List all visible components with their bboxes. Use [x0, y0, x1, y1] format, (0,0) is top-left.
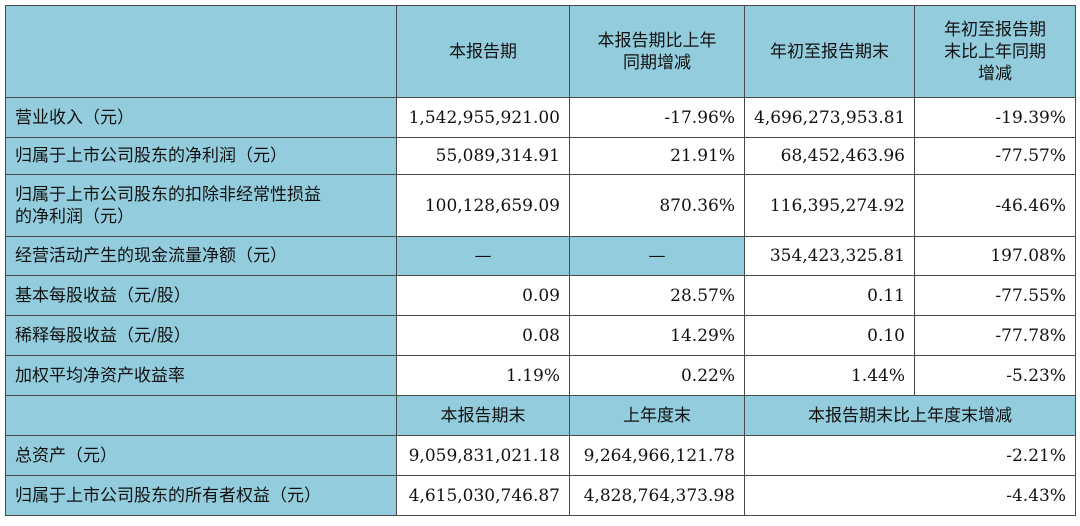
cell-value: 0.08 [396, 315, 570, 356]
subheader-period-end: 本报告期末 [396, 395, 570, 436]
financial-summary-table: 本报告期 本报告期比上年 同期增减 年初至报告期末 年初至报告期 末比上年同期 … [5, 5, 1076, 516]
header-corner-cell [5, 5, 397, 98]
cell-value: -5.23% [914, 355, 1076, 396]
cell-value: 0.10 [744, 315, 915, 356]
table-row: 经营活动产生的现金流量净额（元） — — 354,423,325.81 197.… [5, 236, 1076, 276]
table-row: 营业收入（元） 1,542,955,921.00 -17.96% 4,696,2… [5, 97, 1076, 138]
row-label: 经营活动产生的现金流量净额（元） [5, 236, 397, 276]
table-row: 总资产（元） 9,059,831,021.18 9,264,966,121.78… [5, 435, 1076, 476]
cell-value: 116,395,274.92 [744, 174, 915, 237]
cell-value: 68,452,463.96 [744, 137, 915, 175]
table-row: 加权平均净资产收益率 1.19% 0.22% 1.44% -5.23% [5, 355, 1076, 396]
cell-value: 0.22% [569, 355, 745, 396]
table-row: 归属于上市公司股东的扣除非经常性损益 的净利润（元） 100,128,659.0… [5, 174, 1076, 237]
cell-value: -17.96% [569, 97, 745, 138]
header-ytd-yoy: 年初至报告期 末比上年同期 增减 [914, 5, 1076, 98]
row-label: 总资产（元） [5, 435, 397, 476]
cell-value-dash: — [396, 236, 570, 276]
row-label: 归属于上市公司股东的扣除非经常性损益 的净利润（元） [5, 174, 397, 237]
cell-value: 28.57% [569, 275, 745, 316]
row-label: 营业收入（元） [5, 97, 397, 138]
cell-value: 1.44% [744, 355, 915, 396]
table-row: 稀释每股收益（元/股） 0.08 14.29% 0.10 -77.78% [5, 315, 1076, 356]
cell-value: 100,128,659.09 [396, 174, 570, 237]
cell-value: 1,542,955,921.00 [396, 97, 570, 138]
cell-value: 0.11 [744, 275, 915, 316]
table-row: 归属于上市公司股东的所有者权益（元） 4,615,030,746.87 4,82… [5, 475, 1076, 516]
cell-value: -77.78% [914, 315, 1076, 356]
cell-value: 4,615,030,746.87 [396, 475, 570, 516]
cell-value-dash: — [569, 236, 745, 276]
cell-value: 1.19% [396, 355, 570, 396]
row-label: 稀释每股收益（元/股） [5, 315, 397, 356]
cell-value: 0.09 [396, 275, 570, 316]
cell-value: -19.39% [914, 97, 1076, 138]
subheader-change: 本报告期末比上年度末增减 [744, 395, 1076, 436]
cell-value: -46.46% [914, 174, 1076, 237]
cell-value: -4.43% [744, 475, 1076, 516]
header-current-period-yoy: 本报告期比上年 同期增减 [569, 5, 745, 98]
row-label: 加权平均净资产收益率 [5, 355, 397, 396]
subheader-corner-cell [5, 395, 397, 436]
subheader-prior-year-end: 上年度末 [569, 395, 745, 436]
header-current-period: 本报告期 [396, 5, 570, 98]
cell-value: 14.29% [569, 315, 745, 356]
cell-value: 9,059,831,021.18 [396, 435, 570, 476]
cell-value: 197.08% [914, 236, 1076, 276]
cell-value: 4,828,764,373.98 [569, 475, 745, 516]
table-row: 基本每股收益（元/股） 0.09 28.57% 0.11 -77.55% [5, 275, 1076, 316]
cell-value: 870.36% [569, 174, 745, 237]
cell-value: 55,089,314.91 [396, 137, 570, 175]
table-row: 归属于上市公司股东的净利润（元） 55,089,314.91 21.91% 68… [5, 137, 1076, 175]
cell-value: 354,423,325.81 [744, 236, 915, 276]
cell-value: -77.57% [914, 137, 1076, 175]
table-subheader-row: 本报告期末 上年度末 本报告期末比上年度末增减 [5, 395, 1076, 436]
cell-value: 21.91% [569, 137, 745, 175]
cell-value: -77.55% [914, 275, 1076, 316]
row-label: 基本每股收益（元/股） [5, 275, 397, 316]
table-header-row: 本报告期 本报告期比上年 同期增减 年初至报告期末 年初至报告期 末比上年同期 … [5, 5, 1076, 98]
row-label: 归属于上市公司股东的净利润（元） [5, 137, 397, 175]
cell-value: 9,264,966,121.78 [569, 435, 745, 476]
cell-value: -2.21% [744, 435, 1076, 476]
header-ytd: 年初至报告期末 [744, 5, 915, 98]
row-label: 归属于上市公司股东的所有者权益（元） [5, 475, 397, 516]
cell-value: 4,696,273,953.81 [744, 97, 915, 138]
